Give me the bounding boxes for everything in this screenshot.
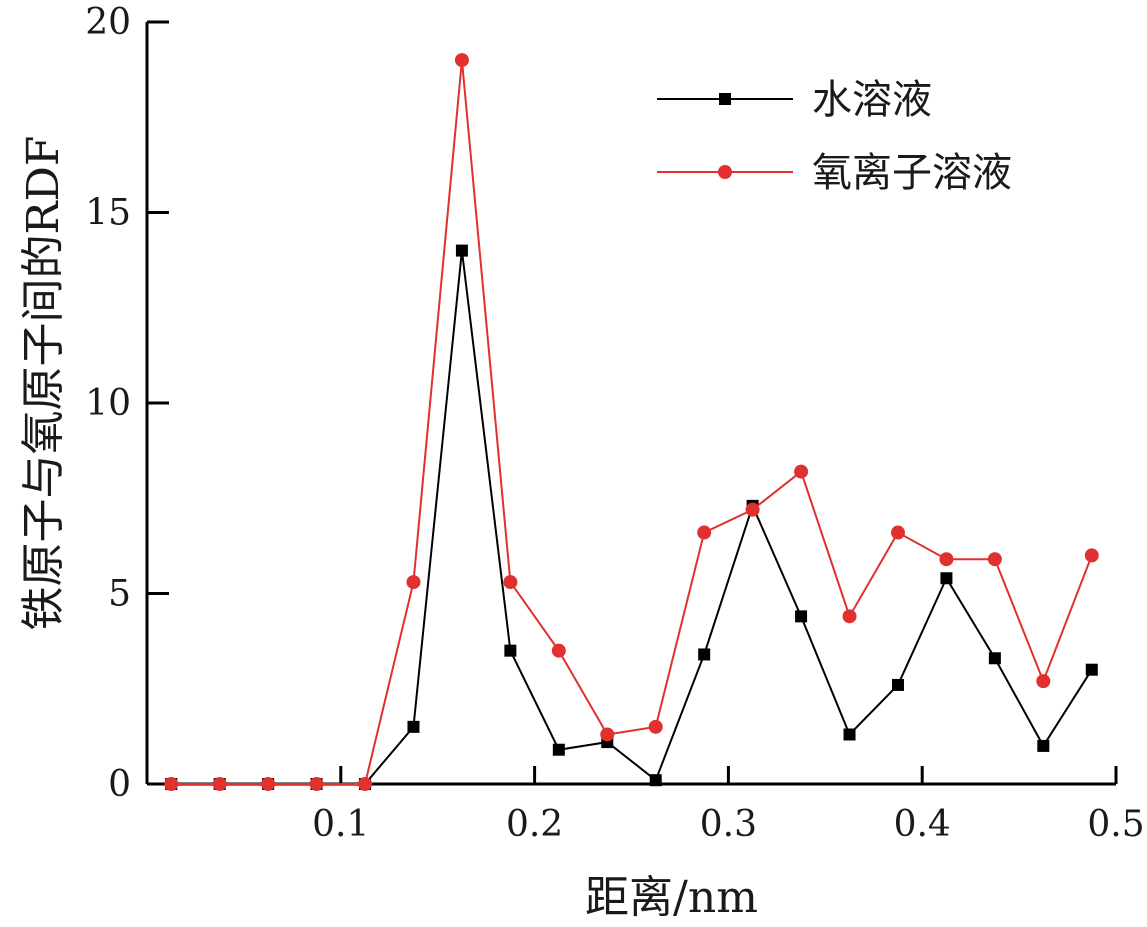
- data-point: [745, 502, 760, 517]
- data-point: [261, 777, 276, 791]
- data-point: [890, 525, 905, 540]
- data-point: [504, 644, 517, 657]
- data-point: [1037, 739, 1050, 752]
- data-point: [454, 53, 469, 68]
- x-tick-label: 0.4: [894, 804, 951, 845]
- data-point: [795, 610, 808, 623]
- series-line: [171, 250, 1093, 785]
- legend-label: 水溶液: [812, 77, 932, 123]
- y-tick-label: 5: [108, 574, 131, 615]
- series-2: [164, 53, 1099, 791]
- x-tick-label: 0.5: [1087, 804, 1144, 845]
- data-point: [987, 552, 1002, 567]
- data-point: [1084, 548, 1099, 563]
- data-point: [649, 774, 662, 787]
- data-point: [552, 743, 565, 756]
- data-point: [891, 678, 904, 691]
- legend-item: 氧离子溶液: [657, 150, 1012, 196]
- ticks: 0 5 10 15 20 0.1 0.2 0.3 0.4 0.5: [85, 2, 1144, 845]
- data-point: [697, 525, 712, 540]
- data-point: [551, 643, 566, 658]
- x-tick-label: 0.1: [312, 804, 369, 845]
- data-point: [698, 648, 711, 661]
- data-point: [309, 777, 324, 791]
- axes: [145, 22, 1116, 786]
- legend-marker: [719, 93, 731, 105]
- data-point: [358, 777, 373, 791]
- data-point: [406, 575, 421, 590]
- data-point: [164, 777, 179, 791]
- data-point: [939, 552, 954, 567]
- data-point: [843, 728, 856, 741]
- series-line: [171, 60, 1093, 785]
- data-point: [1085, 663, 1098, 676]
- data-point: [212, 777, 227, 791]
- data-point: [503, 575, 518, 590]
- data-point: [407, 720, 420, 733]
- legend-marker: [718, 165, 732, 179]
- y-tick-label: 10: [85, 383, 131, 424]
- legend-label: 氧离子溶液: [812, 150, 1012, 196]
- legend-item: 水溶液: [657, 77, 932, 123]
- data-point: [455, 244, 468, 257]
- data-point: [842, 609, 857, 624]
- y-tick-label: 20: [85, 2, 131, 43]
- y-axis-title: 铁原子与氧原子间的RDF: [18, 136, 69, 631]
- data-point: [940, 572, 953, 585]
- data-point: [1036, 674, 1051, 689]
- series-layer: [164, 53, 1099, 791]
- series-1: [165, 244, 1098, 790]
- data-point: [600, 727, 615, 742]
- x-tick-label: 0.3: [700, 804, 757, 845]
- x-axis-title: 距离/nm: [585, 872, 758, 923]
- data-point: [794, 464, 809, 479]
- data-point: [988, 652, 1001, 665]
- data-point: [648, 719, 663, 734]
- y-tick-label: 15: [85, 193, 131, 234]
- y-tick-label: 0: [108, 764, 131, 805]
- x-tick-label: 0.2: [506, 804, 563, 845]
